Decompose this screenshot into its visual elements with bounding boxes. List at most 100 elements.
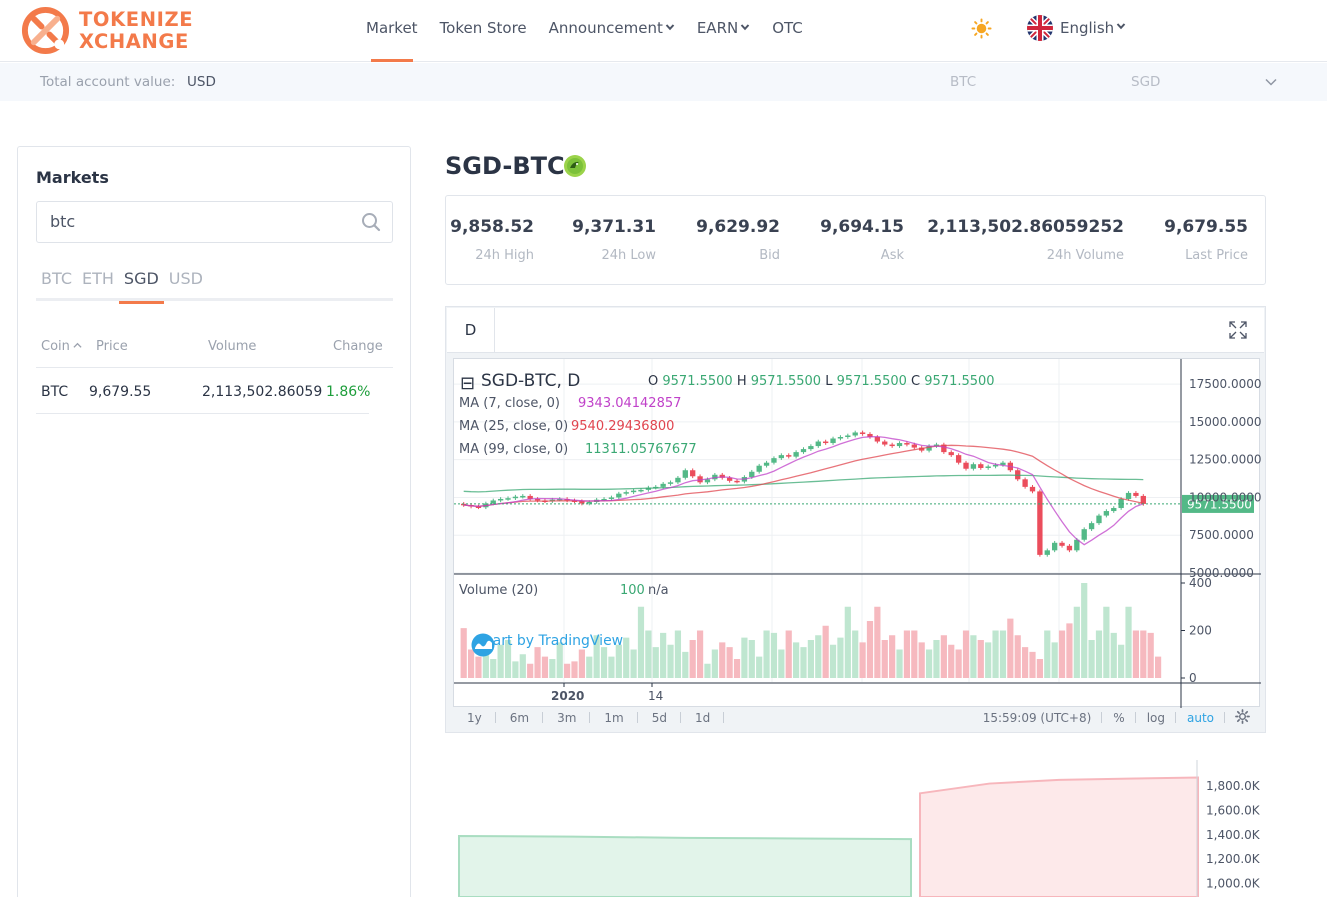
candle [630,490,637,493]
volume-bar [948,644,955,678]
col-coin[interactable]: Coin [41,339,82,354]
nav-market-label: Market [366,19,418,37]
candle [608,497,615,499]
tradingview-watermark[interactable]: Chart by TradingView [468,633,624,657]
candle [475,506,482,509]
candle [867,433,873,437]
ma25-label: MA (25, close, 0) [459,419,569,434]
volume-bar [660,632,667,678]
markets-title: Markets [36,168,109,187]
tab-btc[interactable]: BTC [41,269,72,288]
stat-value: 9,694.15 [820,217,904,237]
stat-label: 24h Low [601,248,656,263]
market-search [36,201,393,243]
candle [690,470,696,477]
stat-ask: 9,694.15 Ask [820,196,904,284]
depth-chart[interactable]: 1,800.0K 1,600.0K 1,400.0K 1,200.0K 1,000.0K [445,760,1266,897]
tab-eth[interactable]: ETH [81,269,114,288]
col-change[interactable]: Change [333,339,383,354]
candle [527,495,533,499]
volume-bar [726,647,733,678]
volume-bar [482,651,489,678]
volume-bar [918,642,925,678]
range-1m[interactable]: 1m [590,705,639,730]
volume-bar [460,628,467,678]
volume-bar [1088,640,1095,678]
depth-chart-svg[interactable]: 1,800.0K 1,600.0K 1,400.0K 1,200.0K 1,000.0K [445,760,1266,897]
candle [823,441,829,444]
search-icon[interactable] [361,212,381,232]
sun-icon[interactable] [971,18,992,39]
volume-bar [608,656,615,678]
language-selector[interactable]: English [1026,14,1126,42]
table-row[interactable]: BTC 9,679.55 2,113,502.86059 1.86% [36,369,370,414]
range-1d[interactable]: 1d [681,705,725,730]
depth-tick-label: 1,000.0K [1206,877,1261,891]
price-chart[interactable]: 9571.5500 17500.0000 15000.0000 12500.0000 1… [453,358,1261,708]
candle [616,493,622,498]
range-3m[interactable]: 3m [543,705,591,730]
volume-bar [741,637,748,678]
interval-button[interactable]: D [447,308,495,352]
range-5d[interactable]: 5d [638,705,682,730]
percent-toggle[interactable]: % [1102,705,1137,730]
last-price-tag-text: 9571.5500 [1187,497,1252,511]
account-btc-unit: BTC [950,74,977,90]
volume-bar [874,606,881,678]
volume-bar [1147,632,1154,678]
nav-earn[interactable]: EARN [686,0,761,62]
ma99-line [463,474,1144,493]
range-6m[interactable]: 6m [496,705,544,730]
search-input[interactable] [50,212,350,231]
candle [1111,508,1117,512]
volume-bar [977,640,984,678]
candle [889,444,895,447]
volume-bar [504,640,512,678]
nav-otc[interactable]: OTC [761,0,814,62]
col-price[interactable]: Price [96,339,128,354]
log-toggle[interactable]: log [1136,705,1177,730]
volume-bar [770,632,778,678]
volume-value: 100 [620,583,645,598]
fullscreen-icon[interactable] [1228,320,1248,340]
tab-usd[interactable]: USD [168,269,203,288]
volume-bar [623,637,630,678]
stat-label: Bid [759,248,780,263]
col-volume[interactable]: Volume [208,339,257,354]
top-header: TOKENIZE XCHANGE Market Token Store Anno… [0,0,1327,62]
markets-table-header: Coin Price Volume Change [36,331,393,368]
auto-toggle[interactable]: auto [1176,705,1226,730]
candle [601,498,607,501]
nav-announcement[interactable]: Announcement [538,0,686,62]
chart-symbol: SGD-BTC, D [481,371,581,391]
candle [667,482,674,484]
candle [1066,545,1073,551]
logo-line2: XCHANGE [79,29,189,53]
volume-bar [556,642,563,678]
candle [1052,542,1058,551]
volume-tick-label: 0 [1189,671,1197,685]
range-1y[interactable]: 1y [453,705,496,730]
volume-bar [1073,606,1080,678]
candle [1074,539,1080,551]
chart-bottom-bar: 1y 6m 3m 1m 5d 1d 15:59:09 (UTC+8) % log… [453,705,1260,730]
volume-bar [852,630,859,678]
candle [830,438,836,444]
volume-bar [578,649,585,678]
volume-bar [859,642,866,678]
volume-bar [903,630,911,678]
nav-market[interactable]: Market [355,0,429,62]
stat-bid: 9,629.92 Bid [696,196,780,284]
nav-token-store[interactable]: Token Store [429,0,538,62]
collapse-legend-icon[interactable]: ⊟ [460,373,476,394]
watermark-text: Chart by TradingView [474,633,624,649]
volume-bar [564,663,571,678]
candle [926,446,932,451]
logo[interactable]: TOKENIZE XCHANGE [20,5,193,56]
tab-sgd[interactable]: SGD [118,259,164,304]
chevron-down-icon[interactable] [1264,75,1278,89]
volume-bar [896,649,903,678]
gear-icon[interactable] [1235,709,1250,724]
price-chart-svg[interactable]: 9571.5500 17500.0000 15000.0000 12500.0000 1… [454,359,1261,708]
candle [704,479,711,483]
